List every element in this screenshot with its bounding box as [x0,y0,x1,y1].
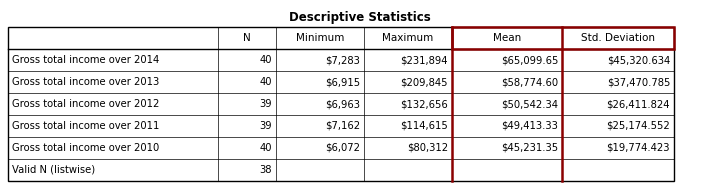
Text: $7,283: $7,283 [325,55,360,65]
Text: $45,231.35: $45,231.35 [501,143,558,153]
Text: $26,411.824: $26,411.824 [606,99,670,109]
Text: 39: 39 [259,121,272,131]
Text: $37,470.785: $37,470.785 [607,77,670,87]
Text: 40: 40 [259,77,272,87]
Text: Gross total income over 2012: Gross total income over 2012 [12,99,159,109]
Text: N: N [243,33,251,43]
Text: Gross total income over 2011: Gross total income over 2011 [12,121,159,131]
Text: $49,413.33: $49,413.33 [501,121,558,131]
Text: $132,656: $132,656 [400,99,448,109]
Text: Minimum: Minimum [296,33,344,43]
Text: Gross total income over 2014: Gross total income over 2014 [12,55,159,65]
Text: Valid N (listwise): Valid N (listwise) [12,165,95,175]
Text: $19,774.423: $19,774.423 [606,143,670,153]
Text: 40: 40 [259,143,272,153]
Text: $6,963: $6,963 [325,99,360,109]
Text: $6,072: $6,072 [325,143,360,153]
Bar [8,27,674,181]
Text: 39: 39 [259,99,272,109]
Text: $50,542.34: $50,542.34 [501,99,558,109]
Text: Gross total income over 2013: Gross total income over 2013 [12,77,159,87]
Text: $114,615: $114,615 [400,121,448,131]
Text: $80,312: $80,312 [407,143,448,153]
Text: $65,099.65: $65,099.65 [500,55,558,65]
Text: Std. Deviation: Std. Deviation [581,33,655,43]
Text: 40: 40 [259,55,272,65]
Text: 38: 38 [259,165,272,175]
Text: Descriptive Statistics: Descriptive Statistics [289,11,431,24]
Text: $45,320.634: $45,320.634 [607,55,670,65]
Text: $209,845: $209,845 [400,77,448,87]
Text: Gross total income over 2010: Gross total income over 2010 [12,143,159,153]
Text: $6,915: $6,915 [325,77,360,87]
Text: $58,774.60: $58,774.60 [501,77,558,87]
Text: Maximum: Maximum [382,33,433,43]
Text: $25,174.552: $25,174.552 [606,121,670,131]
Text: $231,894: $231,894 [400,55,448,65]
Text: $7,162: $7,162 [325,121,360,131]
Bar [452,27,674,49]
Text: Mean: Mean [493,33,521,43]
